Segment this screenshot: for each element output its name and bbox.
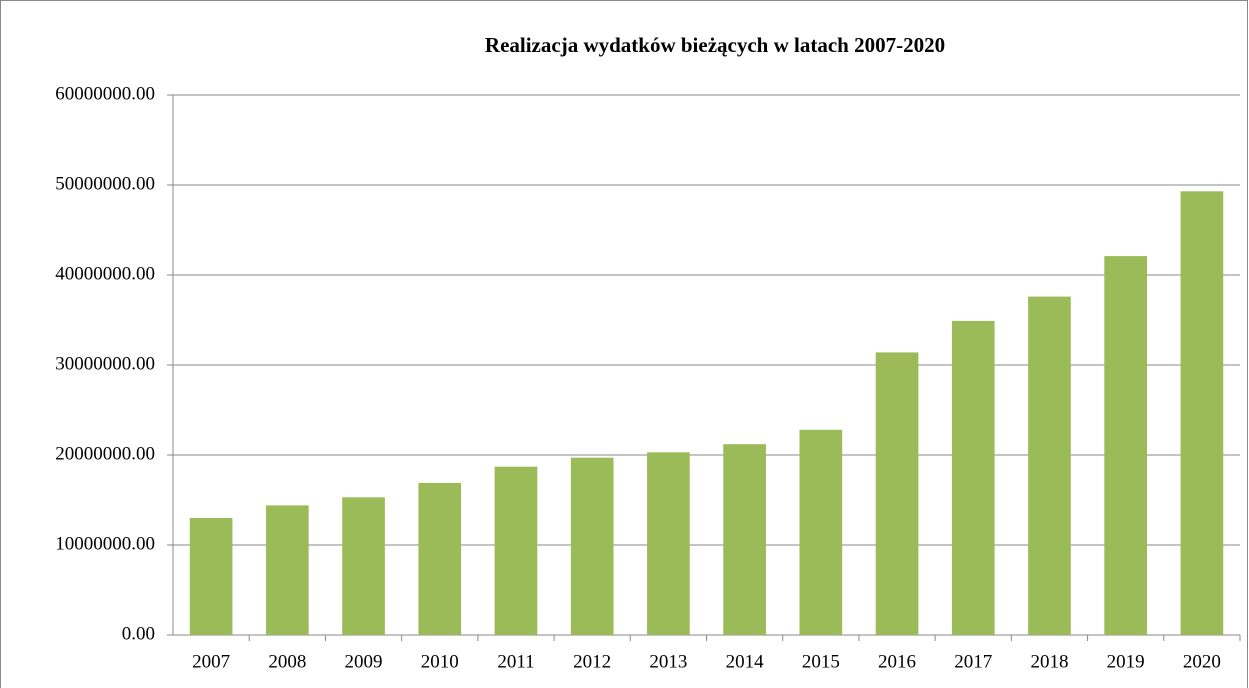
y-tick-label: 50000000.00 bbox=[55, 173, 155, 194]
x-tick-label: 2016 bbox=[878, 651, 916, 672]
x-tick-label: 2013 bbox=[649, 651, 687, 672]
bar bbox=[265, 505, 309, 635]
bar bbox=[570, 457, 614, 635]
bar bbox=[494, 466, 538, 635]
x-tick-label: 2012 bbox=[573, 651, 611, 672]
x-tick-label: 2007 bbox=[192, 651, 230, 672]
x-tick-label: 2015 bbox=[802, 651, 840, 672]
bar bbox=[647, 452, 690, 635]
x-tick-label: 2011 bbox=[497, 651, 534, 672]
bar bbox=[418, 482, 462, 635]
x-tick-label: 2009 bbox=[345, 651, 383, 672]
bar bbox=[189, 518, 233, 635]
x-tick-label: 2014 bbox=[726, 651, 765, 672]
bar bbox=[1180, 191, 1224, 636]
y-tick-label: 60000000.00 bbox=[55, 83, 155, 104]
x-tick-label: 2019 bbox=[1107, 651, 1145, 672]
bar bbox=[1028, 296, 1071, 635]
x-tick-label: 2020 bbox=[1183, 651, 1221, 672]
bar bbox=[1104, 256, 1148, 635]
x-tick-label: 2018 bbox=[1030, 651, 1068, 672]
y-tick-label: 0.00 bbox=[122, 623, 155, 644]
x-tick-label: 2017 bbox=[954, 651, 992, 672]
bar bbox=[723, 444, 766, 635]
x-tick-label: 2008 bbox=[268, 651, 306, 672]
y-tick-label: 20000000.00 bbox=[55, 443, 155, 464]
y-tick-label: 40000000.00 bbox=[55, 263, 155, 284]
y-tick-label: 10000000.00 bbox=[55, 533, 155, 554]
bar bbox=[951, 320, 995, 635]
chart-title: Realizacja wydatków bieżących w latach 2… bbox=[485, 33, 945, 57]
bar bbox=[875, 352, 919, 635]
y-tick-label: 30000000.00 bbox=[55, 353, 155, 374]
bar bbox=[342, 497, 385, 635]
bar bbox=[799, 429, 843, 635]
x-tick-label: 2010 bbox=[421, 651, 459, 672]
